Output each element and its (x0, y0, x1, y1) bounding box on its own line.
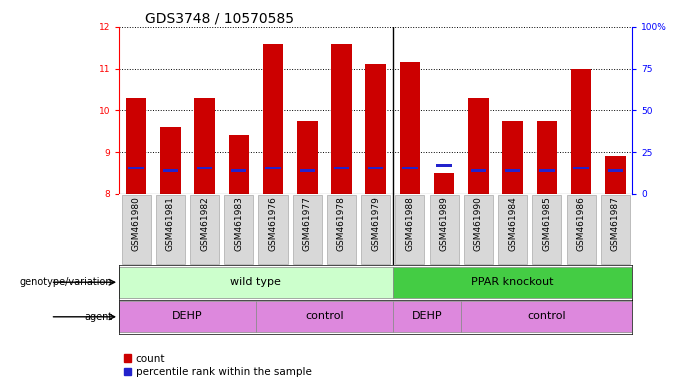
Bar (461, 301, 632, 332)
Bar (365, 65, 386, 194)
Bar (605, 156, 626, 194)
Bar (471, 169, 486, 172)
Bar (300, 169, 315, 172)
Bar (297, 121, 318, 194)
Bar (393, 267, 632, 298)
Text: GSM461978: GSM461978 (337, 196, 346, 251)
Bar (190, 195, 219, 263)
Bar (126, 98, 146, 194)
Bar (395, 195, 424, 263)
Bar (327, 195, 356, 263)
Bar (503, 121, 523, 194)
Bar (537, 121, 557, 194)
Text: GDS3748 / 10570585: GDS3748 / 10570585 (145, 12, 294, 26)
Bar (566, 195, 596, 263)
Text: GSM461976: GSM461976 (269, 196, 277, 251)
Bar (265, 167, 281, 169)
Bar (437, 164, 452, 167)
Bar (160, 127, 181, 194)
Bar (532, 195, 562, 263)
Bar (573, 167, 589, 169)
Bar (539, 169, 554, 172)
Text: wild type: wild type (231, 276, 282, 286)
Bar (464, 195, 493, 263)
Text: GSM461990: GSM461990 (474, 196, 483, 251)
Bar (119, 267, 393, 298)
Text: PPAR knockout: PPAR knockout (471, 276, 554, 286)
Text: GSM461984: GSM461984 (508, 196, 517, 251)
Bar (119, 301, 256, 332)
Bar (430, 195, 459, 263)
Bar (262, 44, 284, 194)
Bar (434, 173, 454, 194)
Text: GSM461980: GSM461980 (132, 196, 141, 251)
Bar (258, 195, 288, 263)
Text: GSM461981: GSM461981 (166, 196, 175, 251)
Bar (403, 167, 418, 169)
Text: GSM461989: GSM461989 (440, 196, 449, 251)
Bar (600, 195, 630, 263)
Text: GSM461985: GSM461985 (543, 196, 551, 251)
Text: DEHP: DEHP (411, 311, 443, 321)
Bar (194, 98, 215, 194)
Text: GSM461979: GSM461979 (371, 196, 380, 251)
Bar (122, 195, 151, 263)
Bar (331, 44, 352, 194)
Bar (334, 167, 349, 169)
Bar (468, 98, 489, 194)
Text: GSM461977: GSM461977 (303, 196, 311, 251)
Text: genotype/variation: genotype/variation (20, 277, 112, 287)
Text: control: control (528, 311, 566, 321)
Text: DEHP: DEHP (172, 311, 203, 321)
Bar (368, 167, 384, 169)
Bar (256, 301, 393, 332)
Text: GSM461988: GSM461988 (405, 196, 414, 251)
Bar (156, 195, 185, 263)
Bar (361, 195, 390, 263)
Bar (505, 169, 520, 172)
Bar (608, 169, 623, 172)
Text: GSM461987: GSM461987 (611, 196, 619, 251)
Bar (571, 69, 592, 194)
Bar (129, 167, 143, 169)
Legend: count, percentile rank within the sample: count, percentile rank within the sample (124, 354, 311, 377)
Bar (393, 301, 461, 332)
Text: agent: agent (84, 312, 112, 322)
Bar (400, 62, 420, 194)
Bar (163, 169, 178, 172)
Bar (231, 169, 246, 172)
Text: GSM461983: GSM461983 (235, 196, 243, 251)
Text: GSM461982: GSM461982 (200, 196, 209, 251)
Bar (498, 195, 527, 263)
Text: GSM461986: GSM461986 (577, 196, 585, 251)
Text: control: control (305, 311, 343, 321)
Bar (292, 195, 322, 263)
Bar (224, 195, 254, 263)
Bar (228, 136, 249, 194)
Bar (197, 167, 212, 169)
